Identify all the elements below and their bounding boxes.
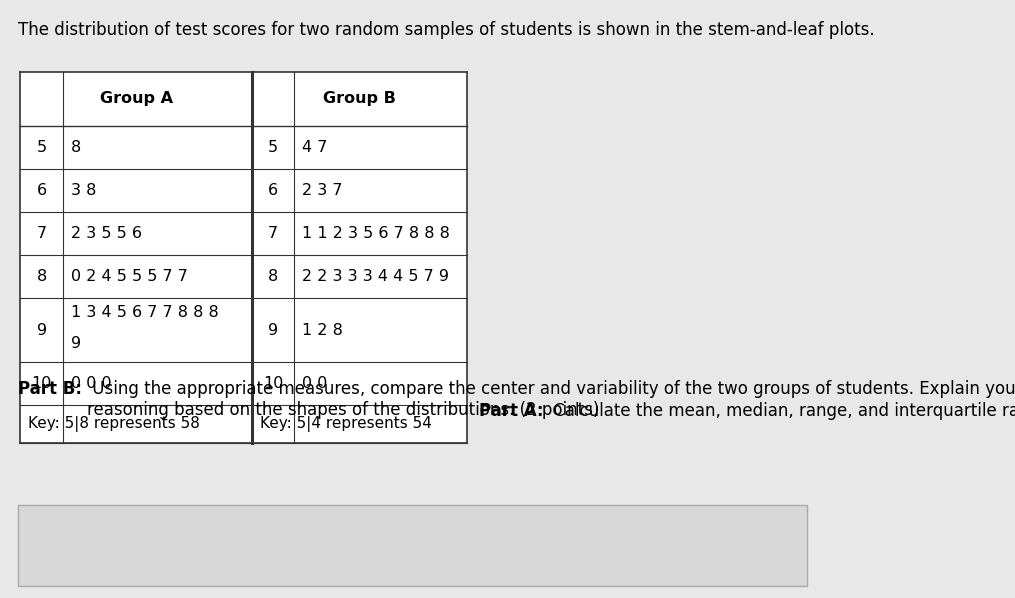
Text: Part A:: Part A: <box>479 402 544 420</box>
Text: 10: 10 <box>31 376 52 392</box>
Text: 8: 8 <box>268 269 278 284</box>
Text: 0 0: 0 0 <box>302 376 328 392</box>
Text: 5: 5 <box>268 139 278 155</box>
Text: 3 8: 3 8 <box>71 182 96 198</box>
Text: 2 2 3 3 3 4 4 5 7 9: 2 2 3 3 3 4 4 5 7 9 <box>302 269 450 284</box>
Text: 7: 7 <box>268 225 278 241</box>
Text: 6: 6 <box>268 182 278 198</box>
Text: 1 1 2 3 5 6 7 8 8 8: 1 1 2 3 5 6 7 8 8 8 <box>302 225 451 241</box>
Text: 9: 9 <box>268 322 278 338</box>
Text: 1 2 8: 1 2 8 <box>302 322 343 338</box>
Text: 4 7: 4 7 <box>302 139 328 155</box>
Text: Group A: Group A <box>99 91 173 106</box>
Text: 9: 9 <box>71 336 81 351</box>
Text: 0 2 4 5 5 5 7 7: 0 2 4 5 5 5 7 7 <box>71 269 188 284</box>
Text: Key: 5|4 represents 54: Key: 5|4 represents 54 <box>260 416 431 432</box>
Text: The distribution of test scores for two random samples of students is shown in t: The distribution of test scores for two … <box>18 21 875 39</box>
Text: 0 0 0: 0 0 0 <box>71 376 112 392</box>
Text: 10: 10 <box>263 376 283 392</box>
Text: 2 3 7: 2 3 7 <box>302 182 343 198</box>
Text: 8: 8 <box>71 139 81 155</box>
Text: 2 3 5 5 6: 2 3 5 5 6 <box>71 225 142 241</box>
Text: Key: 5|8 represents 58: Key: 5|8 represents 58 <box>28 416 200 432</box>
Text: 8: 8 <box>37 269 47 284</box>
Text: Group B: Group B <box>323 91 396 106</box>
Text: 1 3 4 5 6 7 7 8 8 8: 1 3 4 5 6 7 7 8 8 8 <box>71 305 219 320</box>
Text: Calculate the mean, median, range, and interquartile range for each data set. (2: Calculate the mean, median, range, and i… <box>548 402 1015 420</box>
Text: 5: 5 <box>37 139 47 155</box>
Text: 6: 6 <box>37 182 47 198</box>
Text: Part B:: Part B: <box>18 380 82 398</box>
Text: 7: 7 <box>37 225 47 241</box>
Text: 9: 9 <box>37 322 47 338</box>
Text: Using the appropriate measures, compare the center and variability of the two gr: Using the appropriate measures, compare … <box>87 380 1015 419</box>
